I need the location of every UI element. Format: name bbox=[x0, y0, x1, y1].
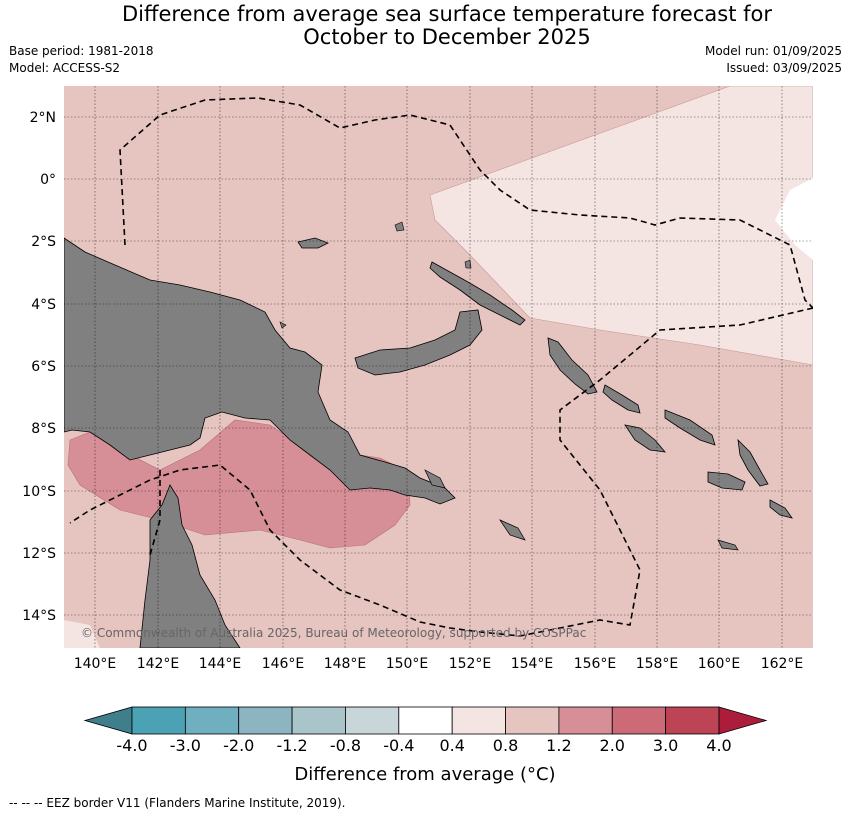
cape-york-peninsula bbox=[139, 484, 241, 648]
colorbar-swatch bbox=[131, 706, 186, 735]
title-line-1: Difference from average sea surface temp… bbox=[122, 2, 772, 26]
map-area: © Commonwealth of Australia 2025, Bureau… bbox=[64, 86, 813, 648]
colorbar-swatch bbox=[345, 706, 400, 735]
colorbar-swatch bbox=[558, 706, 613, 735]
colorbar-swatch bbox=[291, 706, 346, 735]
colorbar-extend-high bbox=[718, 706, 768, 735]
colorbar-swatch bbox=[398, 706, 453, 735]
guadalcanal-island bbox=[707, 471, 746, 491]
dentrecasteaux-islands bbox=[424, 469, 446, 489]
lon-label: 156°E bbox=[574, 656, 617, 672]
eez-legend-footnote: -- -- -- EEZ border V11 (Flanders Marine… bbox=[9, 796, 346, 810]
anomaly-0.4-0.8-southwest bbox=[64, 620, 100, 648]
malaita-island bbox=[737, 438, 769, 487]
new-guinea-landmass bbox=[64, 237, 456, 505]
small-island bbox=[464, 259, 472, 269]
colorbar-extend-low bbox=[83, 706, 133, 735]
model-run: Model run: 01/09/2025 bbox=[704, 44, 842, 58]
colorbar-tick-label: 0.4 bbox=[439, 736, 465, 755]
anomaly-neutral-region bbox=[775, 178, 813, 260]
colorbar-tick-label: -0.8 bbox=[329, 736, 362, 755]
lat-label: 12°S bbox=[22, 546, 56, 562]
lon-label: 152°E bbox=[449, 656, 492, 672]
colorbar-tick-label: 2.0 bbox=[599, 736, 625, 755]
colorbar-swatch bbox=[184, 706, 240, 735]
manus-island bbox=[297, 237, 329, 249]
issued-date: Issued: 03/09/2025 bbox=[726, 61, 842, 75]
choiseul-island bbox=[602, 384, 641, 414]
colorbar-tick-label: -0.4 bbox=[383, 736, 415, 755]
colorbar-swatch bbox=[451, 706, 506, 735]
colorbar-swatch bbox=[505, 706, 560, 735]
small-island bbox=[394, 221, 405, 232]
colorbar-tick-label: 4.0 bbox=[706, 736, 732, 755]
lat-label: 8°S bbox=[31, 421, 56, 437]
lon-label: 146°E bbox=[262, 656, 305, 672]
santa-isabel-island bbox=[664, 409, 716, 446]
title-line-2: October to December 2025 bbox=[303, 25, 591, 49]
lat-label: 14°S bbox=[22, 608, 56, 624]
lon-label: 160°E bbox=[698, 656, 741, 672]
colorbar-tick-label: -3.0 bbox=[169, 736, 201, 755]
new-georgia-islands bbox=[624, 424, 666, 453]
base-period: Base period: 1981-2018 bbox=[9, 44, 154, 58]
lon-label: 154°E bbox=[511, 656, 554, 672]
colorbar-tick-label: -2.0 bbox=[223, 736, 255, 755]
lon-label: 142°E bbox=[137, 656, 180, 672]
colorbar-title: Difference from average (°C) bbox=[294, 764, 556, 785]
lon-label: 158°E bbox=[636, 656, 679, 672]
model-name: Model: ACCESS-S2 bbox=[9, 61, 121, 75]
copyright-text: © Commonwealth of Australia 2025, Bureau… bbox=[81, 626, 586, 640]
lon-label: 140°E bbox=[74, 656, 117, 672]
lon-label: 148°E bbox=[324, 656, 367, 672]
lat-label: 10°S bbox=[22, 484, 56, 500]
lat-label: 2°S bbox=[31, 234, 56, 250]
lon-label: 150°E bbox=[386, 656, 429, 672]
colorbar-tick-label: -1.2 bbox=[276, 736, 308, 755]
rennell-island bbox=[717, 539, 739, 551]
lat-label: 0° bbox=[40, 172, 56, 188]
colorbar bbox=[83, 706, 768, 735]
lon-label: 144°E bbox=[199, 656, 242, 672]
lon-label: 162°E bbox=[761, 656, 804, 672]
colorbar-tick-label: 1.2 bbox=[546, 736, 572, 755]
lat-label: 6°S bbox=[31, 359, 56, 375]
eez-border-south bbox=[69, 307, 813, 637]
metadata-right: Model run: 01/09/2025 Issued: 03/09/2025 bbox=[705, 43, 842, 77]
makira-island bbox=[769, 499, 793, 519]
new-britain-island bbox=[354, 309, 483, 376]
graticule bbox=[64, 86, 813, 648]
metadata-left: Base period: 1981-2018 Model: ACCESS-S2 bbox=[9, 43, 154, 77]
colorbar-swatch bbox=[611, 706, 667, 735]
colorbar-swatch bbox=[238, 706, 293, 735]
lat-label: 2°N bbox=[30, 110, 56, 126]
eez-border-north bbox=[119, 97, 813, 309]
colorbar-swatch bbox=[665, 706, 720, 735]
louisiade-islets bbox=[499, 519, 526, 541]
latitude-labels: 2°N 0° 2°S 4°S 6°S 8°S 10°S 12°S 14°S bbox=[22, 110, 56, 624]
eez-border-torres bbox=[149, 470, 161, 556]
new-ireland-island bbox=[429, 261, 526, 326]
map-title: Difference from average sea surface temp… bbox=[0, 3, 850, 49]
lat-label: 4°S bbox=[31, 297, 56, 313]
anomaly-0.4-0.8-region bbox=[429, 86, 813, 366]
longitude-labels: 140°E 142°E 144°E 146°E 148°E 150°E 152°… bbox=[74, 656, 804, 672]
colorbar-tick-label: -4.0 bbox=[116, 736, 148, 755]
colorbar-tick-label: 0.8 bbox=[492, 736, 519, 755]
colorbar-tick-label: 3.0 bbox=[652, 736, 679, 755]
